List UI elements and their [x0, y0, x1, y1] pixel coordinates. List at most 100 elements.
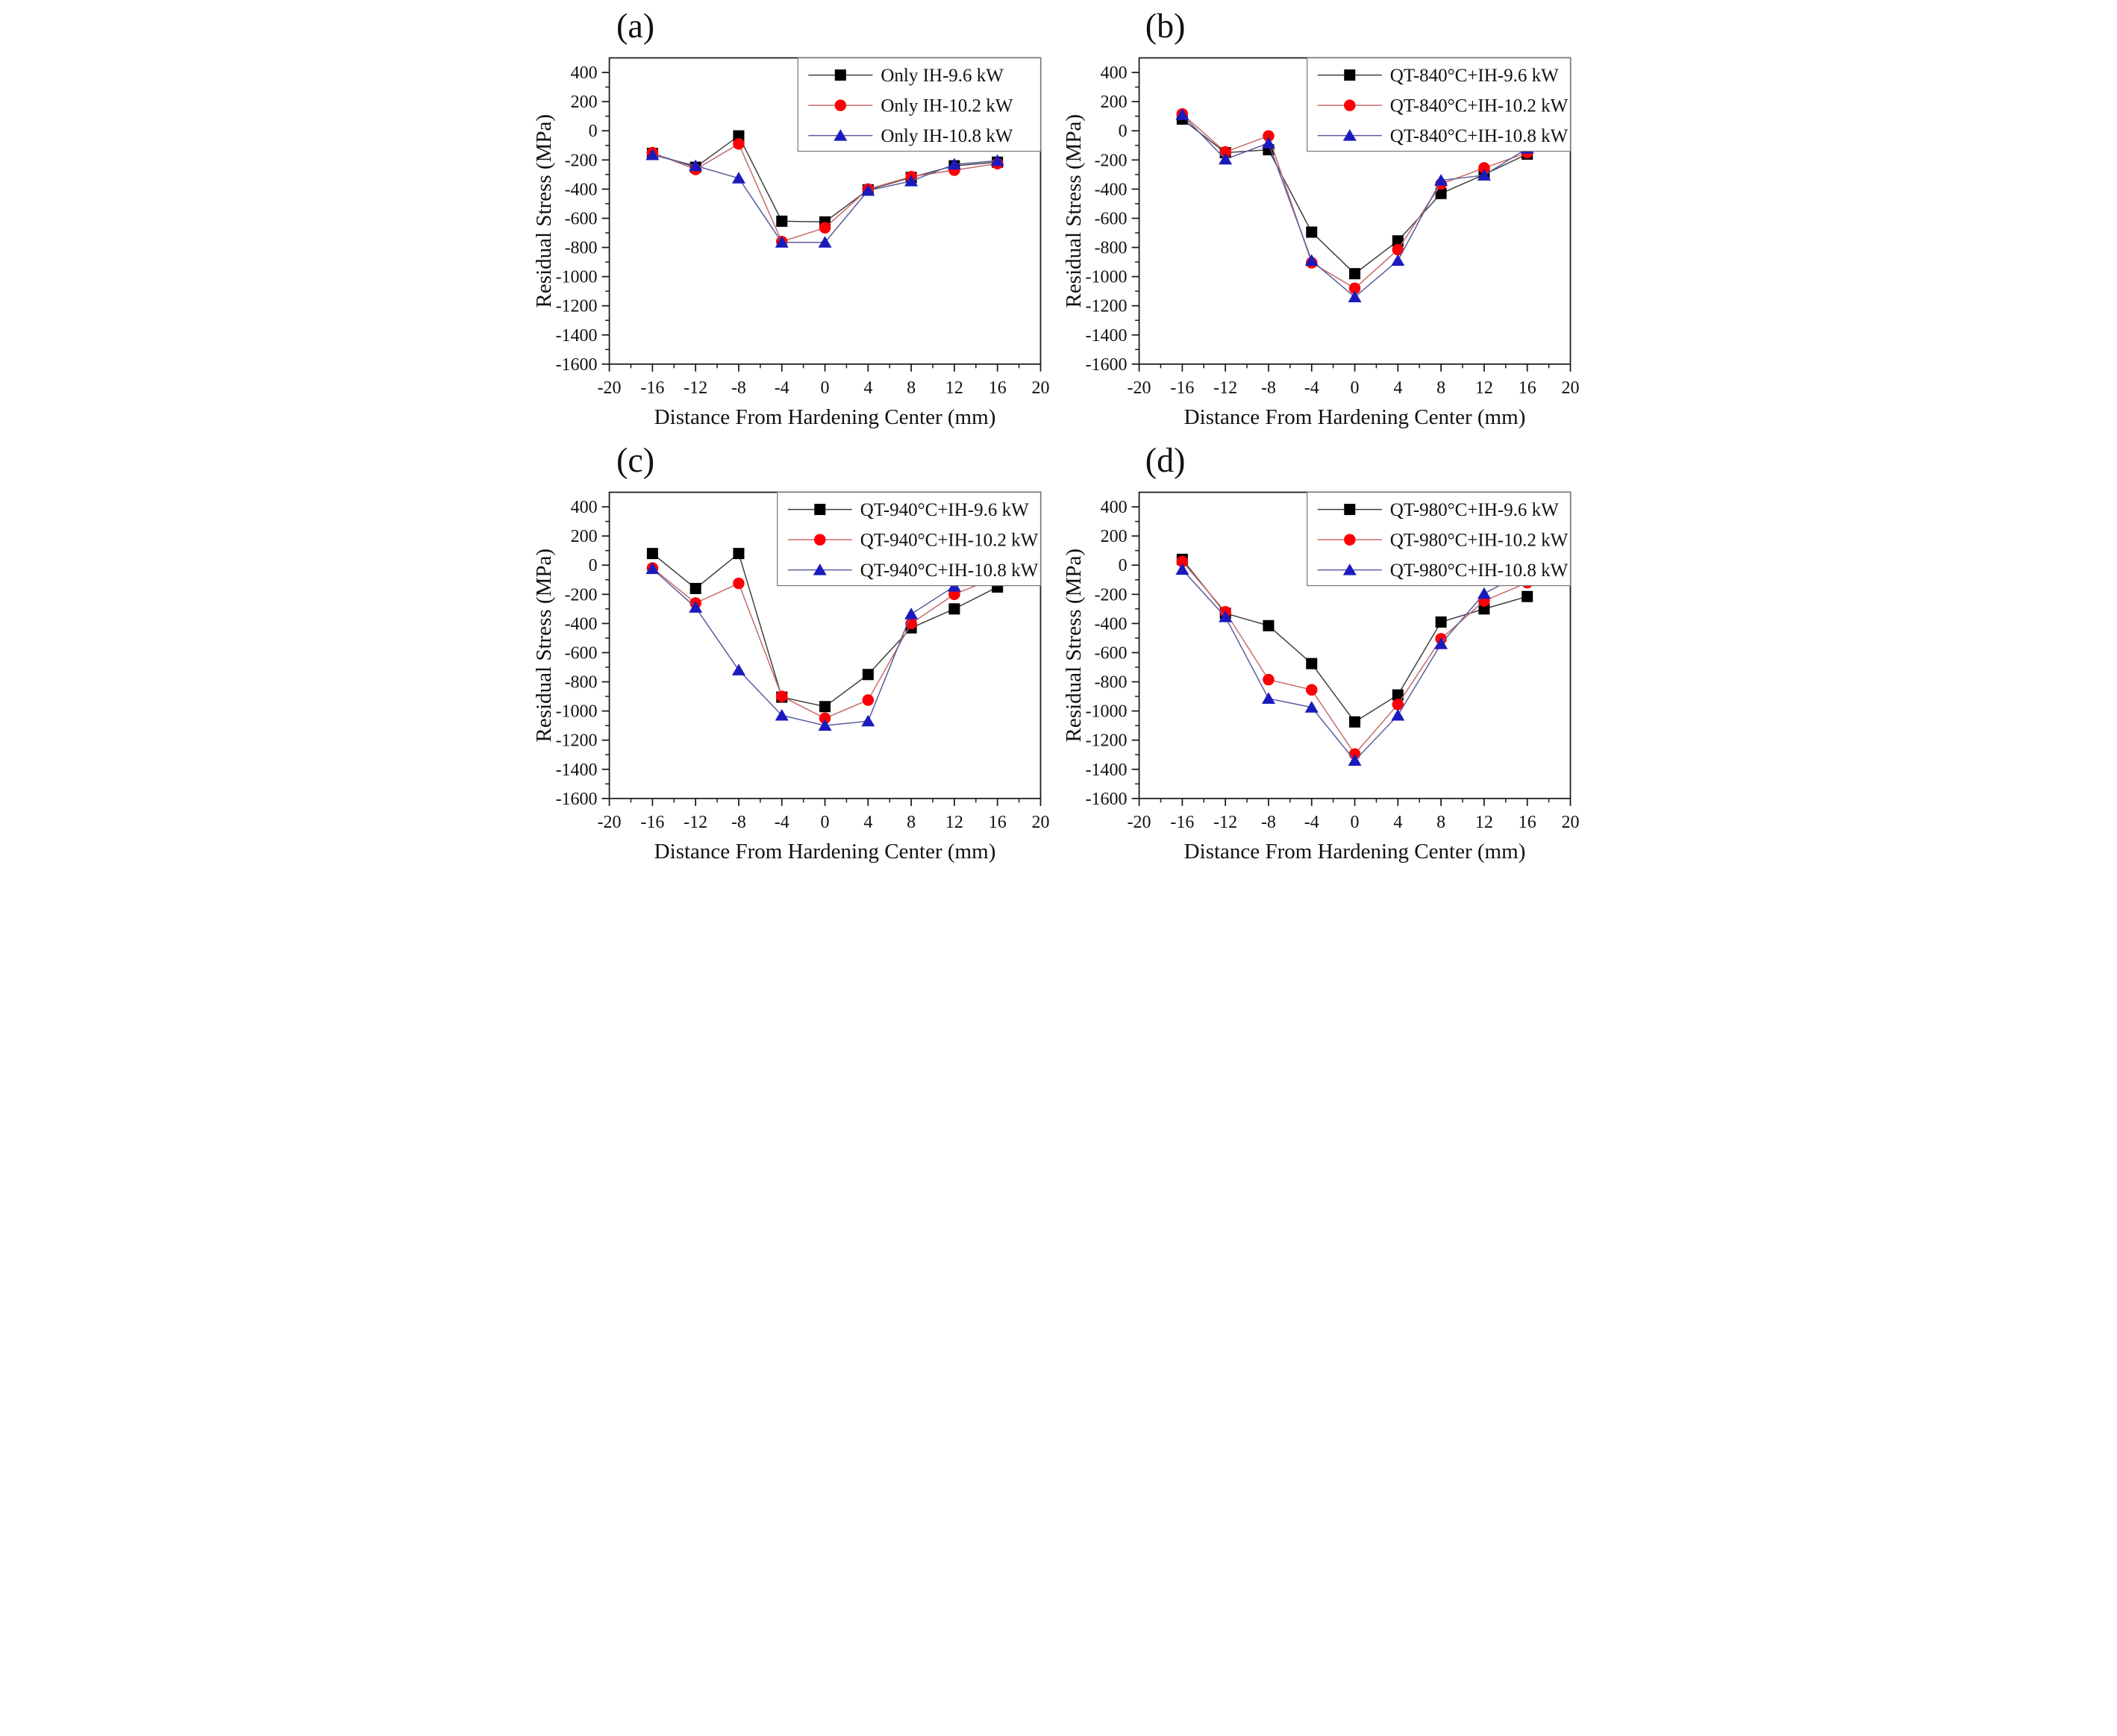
legend-marker-circle — [1343, 534, 1356, 546]
data-point-marker-triangle — [1390, 708, 1404, 721]
legend-entry-label: Only IH-10.2 kW — [881, 96, 1013, 116]
data-point-marker-triangle — [1304, 254, 1319, 266]
y-tick-label: -800 — [1094, 239, 1127, 258]
legend-entry-label: QT-940°C+IH-10.2 kW — [860, 531, 1039, 551]
panel-d: (d) 400 200 0 -200 -400 -600 -800 -1000 -1200 -140… — [1058, 434, 1589, 869]
data-point-marker-triangle — [990, 154, 1004, 166]
data-point-marker-circle — [1305, 684, 1317, 696]
x-tick-label: 0 — [821, 813, 830, 832]
data-point-marker-square — [1262, 619, 1274, 631]
y-tick-label: 200 — [1100, 527, 1127, 546]
data-point-marker-triangle — [689, 159, 703, 172]
y-tick-label: 200 — [1100, 93, 1127, 112]
data-point-marker-triangle — [1348, 290, 1362, 302]
data-point-marker-square — [1392, 235, 1404, 247]
legend: QT-840°C+IH-9.6 kW QT-840°C+IH-10.2 kW QT-… — [1306, 57, 1571, 152]
x-tick-label: -12 — [1213, 813, 1237, 832]
x-tick-label: 20 — [1031, 813, 1049, 832]
data-point-marker-triangle — [1304, 701, 1319, 713]
data-point-marker-circle — [1392, 698, 1404, 711]
data-point-marker-triangle — [1348, 754, 1362, 766]
legend-marker-square — [1343, 69, 1355, 81]
legend-entry-label: QT-980°C+IH-10.8 kW — [1389, 561, 1568, 581]
x-tick-label: -12 — [684, 378, 707, 398]
x-tick-label: 12 — [945, 378, 963, 398]
data-point-marker-triangle — [731, 664, 745, 675]
x-tick-label: 8 — [1436, 378, 1445, 398]
x-tick-label: 16 — [1518, 378, 1536, 398]
legend-entry-label: QT-840°C+IH-10.2 kW — [1389, 96, 1568, 116]
data-point-marker-square — [1435, 616, 1447, 628]
y-tick-label: 400 — [571, 498, 598, 517]
figure-grid: (a) 400 200 0 -200 -400 -600 -800 -1000 -1200 -140… — [529, 0, 1588, 869]
data-point-marker-triangle — [1175, 108, 1189, 120]
data-point-marker-square — [1521, 590, 1533, 602]
x-tick-label: -4 — [775, 378, 789, 398]
data-point-marker-triangle — [818, 719, 832, 731]
y-tick-label: -1000 — [556, 268, 598, 287]
legend-entry-label: QT-840°C+IH-9.6 kW — [1389, 66, 1558, 86]
y-tick-label: 0 — [589, 122, 598, 141]
y-tick-label: -1400 — [556, 761, 598, 780]
data-point-marker-circle — [819, 222, 831, 234]
y-tick-label: -1000 — [556, 702, 598, 722]
chart-svg-b: (b)4002000-200-400-600-800-1000-1200-140… — [1058, 0, 1588, 434]
legend-marker-square — [834, 69, 846, 81]
y-tick-label: -600 — [565, 643, 598, 663]
data-point-marker-triangle — [731, 172, 745, 184]
x-tick-label: 4 — [863, 378, 872, 398]
x-tick-label: 0 — [1350, 378, 1359, 398]
panel-letter: (d) — [1145, 441, 1185, 479]
y-tick-label: -200 — [1094, 151, 1127, 170]
data-point-marker-square — [646, 548, 658, 560]
y-tick-label: -1400 — [1085, 761, 1127, 780]
data-point-marker-triangle — [818, 236, 832, 248]
x-tick-label: 4 — [1393, 378, 1402, 398]
data-point-marker-triangle — [947, 157, 961, 170]
x-tick-label: -20 — [598, 813, 622, 832]
data-point-marker-triangle — [1261, 137, 1275, 149]
x-axis-title: Distance From Hardening Center (mm) — [1183, 405, 1525, 429]
data-point-marker-triangle — [1175, 563, 1189, 575]
legend-entry-label: QT-940°C+IH-10.8 kW — [860, 561, 1039, 581]
data-point-marker-square — [1477, 603, 1489, 615]
data-point-marker-triangle — [775, 708, 789, 721]
panel-letter: (a) — [616, 7, 654, 45]
data-point-marker-square — [733, 548, 745, 560]
y-tick-label: -200 — [565, 151, 598, 170]
y-tick-label: -1200 — [556, 731, 598, 751]
chart-panel-d: (d) 400 200 0 -200 -400 -600 -800 -1000 -1200 -140… — [1058, 434, 1589, 869]
x-tick-label: -4 — [1304, 378, 1319, 398]
x-tick-label: -8 — [1260, 813, 1275, 832]
data-point-marker-circle — [1477, 162, 1490, 174]
y-tick-label: 400 — [1100, 63, 1127, 83]
chart-svg-c: (c)4002000-200-400-600-800-1000-1200-140… — [529, 434, 1059, 869]
data-point-marker-triangle — [1477, 587, 1491, 599]
panel-letter: (c) — [616, 441, 654, 479]
y-tick-label: -1400 — [556, 326, 598, 346]
legend-entry-label: QT-980°C+IH-10.2 kW — [1389, 531, 1568, 551]
data-point-marker-square — [862, 669, 874, 681]
panel-letter: (b) — [1145, 7, 1185, 45]
legend-marker-circle — [1343, 99, 1356, 111]
x-tick-label: 8 — [1436, 813, 1445, 832]
panel-a: (a) 400 200 0 -200 -400 -600 -800 -1000 -1200 -140… — [529, 0, 1059, 434]
x-tick-label: -20 — [1127, 378, 1151, 398]
chart-panel-c: (c) 400 200 0 -200 -400 -600 -800 -1000 -1200 -140… — [529, 434, 1059, 869]
data-point-marker-square — [948, 603, 960, 615]
legend-marker-circle — [814, 534, 826, 546]
data-point-marker-triangle — [1390, 254, 1404, 266]
y-tick-label: -1200 — [1085, 731, 1127, 751]
legend: QT-940°C+IH-9.6 kW QT-940°C+IH-10.2 kW QT-… — [777, 491, 1042, 587]
x-tick-label: 12 — [945, 813, 963, 832]
x-tick-label: 4 — [863, 813, 872, 832]
x-tick-label: -8 — [1260, 378, 1275, 398]
y-tick-label: -200 — [565, 585, 598, 605]
y-tick-label: -1600 — [1085, 790, 1127, 809]
data-point-marker-square — [1305, 226, 1317, 238]
data-point-marker-circle — [1176, 555, 1188, 568]
y-tick-label: -400 — [565, 180, 598, 199]
x-axis-title: Distance From Hardening Center (mm) — [654, 405, 996, 429]
legend-marker-triangle — [834, 129, 848, 141]
data-point-marker-circle — [1262, 673, 1275, 686]
